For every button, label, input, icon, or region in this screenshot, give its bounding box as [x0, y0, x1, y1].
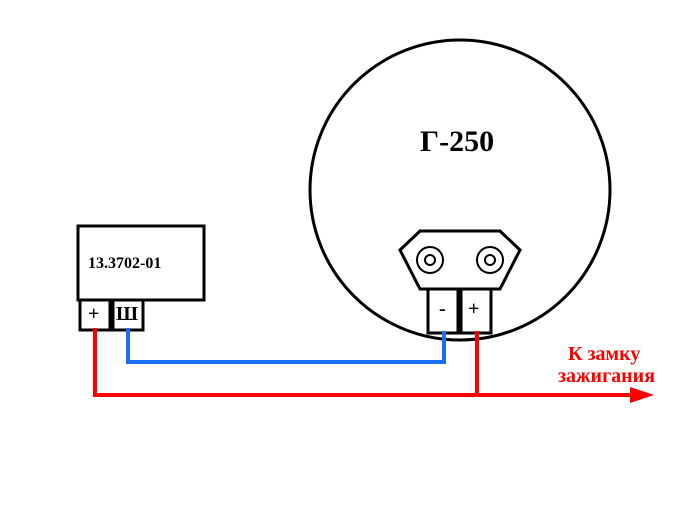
generator-terminal-minus-text: - — [439, 298, 446, 320]
generator-terminal-plus-text: + — [468, 298, 479, 320]
regulator-label: 13.3702-01 — [88, 255, 161, 273]
wire-blue — [128, 330, 444, 362]
wire-red-arrow — [630, 387, 654, 403]
regulator-terminal-plus-text: + — [88, 303, 99, 325]
caption-line2: зажигания — [558, 365, 655, 387]
caption-line1: К замку — [568, 343, 640, 365]
regulator-terminal-sh-text: Ш — [116, 303, 138, 325]
generator-label: Г-250 — [420, 125, 494, 158]
